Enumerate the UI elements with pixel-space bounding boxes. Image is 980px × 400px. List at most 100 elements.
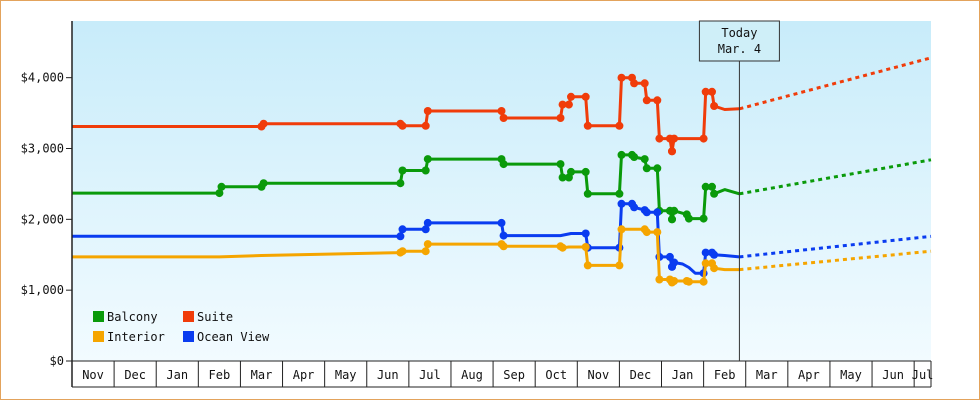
today-label: Today — [721, 26, 757, 40]
data-point — [653, 228, 662, 237]
data-point — [708, 259, 716, 268]
y-tick-label: $0 — [50, 354, 64, 368]
data-point — [215, 189, 224, 198]
data-point — [640, 225, 649, 234]
data-point — [423, 107, 432, 115]
legend-swatch — [183, 331, 194, 342]
data-point — [710, 189, 719, 198]
data-point — [581, 92, 590, 101]
legend-label: Interior — [107, 330, 165, 344]
data-point — [655, 275, 664, 284]
data-point — [701, 87, 710, 96]
data-point — [617, 150, 626, 159]
data-point — [628, 199, 636, 208]
data-point — [653, 208, 662, 217]
legend-label: Suite — [197, 310, 233, 324]
data-point — [701, 248, 710, 257]
month-label: Jun — [377, 368, 399, 382]
month-label: Aug — [461, 368, 483, 382]
data-point — [617, 225, 626, 234]
today-date: Mar. 4 — [718, 42, 761, 56]
y-tick-label: $2,000 — [21, 212, 64, 226]
data-point — [708, 182, 716, 191]
data-point — [423, 218, 432, 227]
data-point — [558, 173, 567, 182]
series-suite — [72, 56, 932, 156]
legend-label: Ocean View — [197, 330, 270, 344]
data-point — [581, 167, 590, 176]
data-point — [564, 100, 573, 109]
data-point — [615, 189, 624, 198]
month-label: Apr — [798, 368, 820, 382]
data-point — [682, 210, 691, 219]
legend-swatch — [93, 311, 104, 322]
data-point — [583, 121, 592, 130]
data-point — [617, 73, 626, 82]
data-point — [615, 261, 624, 270]
month-label: Mar — [251, 368, 273, 382]
data-point — [640, 206, 649, 215]
month-label: Jan — [166, 368, 188, 382]
data-point — [665, 252, 674, 261]
data-point — [699, 134, 708, 143]
data-point — [710, 102, 719, 110]
data-point — [653, 96, 662, 105]
data-point — [421, 166, 430, 175]
data-point — [497, 240, 506, 249]
data-point — [499, 114, 508, 122]
month-label: Jul — [419, 368, 441, 382]
axes: $0 $1,000 $2,000 $3,000 $4,000 Nov Dec Jan Feb Ma… — [21, 21, 934, 388]
data-point — [398, 225, 407, 234]
data-point — [670, 206, 679, 215]
data-point — [421, 121, 430, 130]
y-tick-label: $4,000 — [21, 71, 64, 85]
data-point — [398, 166, 407, 175]
data-point — [396, 179, 405, 188]
data-point — [499, 231, 508, 240]
forecast-line — [739, 234, 932, 259]
forecast-line — [739, 249, 932, 272]
data-point — [653, 164, 662, 173]
month-label: Mar — [756, 368, 778, 382]
data-point — [670, 134, 679, 143]
data-point — [668, 278, 676, 287]
data-point — [567, 92, 575, 101]
data-point — [497, 107, 506, 115]
data-point — [558, 100, 567, 109]
month-label: Nov — [82, 368, 104, 382]
today-marker: Today Mar. 4 — [698, 20, 780, 361]
data-point — [615, 121, 624, 130]
data-point — [564, 173, 573, 182]
month-label: Dec — [124, 368, 146, 382]
data-point — [556, 242, 565, 251]
data-point — [396, 119, 405, 128]
series-layer — [72, 56, 932, 287]
data-point — [583, 189, 592, 198]
legend: Balcony Suite Interior Ocean View — [93, 310, 270, 344]
month-label: May — [335, 368, 357, 382]
data-point — [617, 199, 626, 208]
data-point — [708, 248, 716, 257]
data-point — [640, 155, 649, 164]
month-label: Jul — [912, 368, 934, 382]
data-point — [583, 261, 592, 270]
data-point — [581, 229, 590, 238]
data-point — [628, 150, 636, 159]
data-point — [642, 164, 651, 173]
today-box — [698, 20, 780, 62]
y-tick-label: $3,000 — [21, 142, 64, 156]
data-point — [708, 87, 716, 96]
data-point — [421, 225, 430, 234]
month-label: Nov — [588, 368, 610, 382]
data-point — [701, 182, 710, 191]
data-point — [257, 122, 266, 131]
data-point — [682, 277, 691, 285]
month-label: Feb — [714, 368, 736, 382]
month-label: Sep — [503, 368, 525, 382]
data-point — [628, 73, 636, 82]
data-point — [497, 155, 506, 164]
data-point — [642, 96, 651, 105]
data-point — [668, 147, 676, 156]
